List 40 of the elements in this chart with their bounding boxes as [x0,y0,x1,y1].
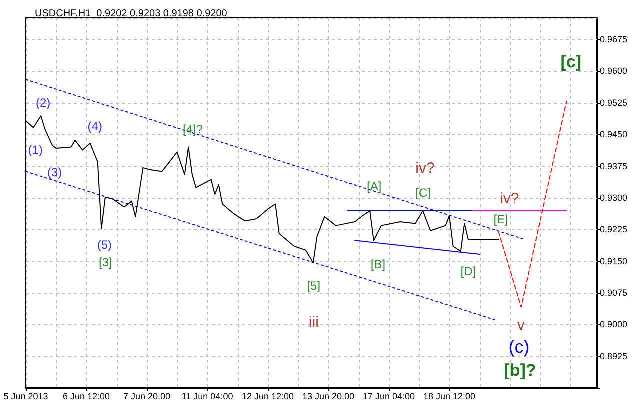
annotation: iv? [416,160,435,178]
y-tick-label: 0.9375 [600,161,628,172]
x-tick-label: 7 Jun 20:00 [123,392,171,402]
annotation: (1) [28,143,43,158]
x-tick-label: 6 Jun 12:00 [62,392,110,402]
x-tick-label: 18 Jun 12:00 [424,392,476,402]
annotation: (5) [97,238,112,252]
annotation: (c) [508,336,530,357]
chart-title: USDCHF,H1 0.9202 0.9203 0.9198 0.9200 [35,8,228,20]
x-tick-label: 11 Jun 04:00 [182,392,234,402]
annotation: (3) [47,166,62,180]
annotation: [c] [560,52,582,72]
annotation: iii [308,314,319,331]
annotation: iv? [500,190,520,208]
annotation: [B] [370,258,386,272]
y-tick-label: 0.9000 [600,320,628,330]
y-tick-label: 0.9675 [600,34,628,45]
x-tick-label: 17 Jun 04:00 [362,392,416,402]
annotation: [D] [460,264,476,279]
annotation: [A] [367,179,382,194]
y-tick-label: 0.9150 [600,256,628,266]
x-tick-label: 12 Jun 12:00 [242,392,294,402]
annotation: [E] [494,212,508,227]
annotation: [C] [416,186,431,200]
y-tick-label: 0.9075 [600,288,628,298]
annotation: [5] [307,279,321,294]
y-tick-label: 0.9600 [600,66,628,76]
y-tick-label: 0.9300 [600,192,628,203]
annotation: [4]? [182,122,204,137]
annotation: [b]? [504,360,536,380]
annotation: (2) [36,96,51,110]
annotation: v [517,316,526,334]
y-tick-label: 0.9450 [600,130,628,140]
y-tick-label: 0.8925 [600,351,628,362]
annotation: (4) [88,120,102,134]
y-tick-label: 0.9525 [600,98,628,108]
y-tick-label: 0.9225 [600,224,628,235]
x-tick-label: 13 Jun 20:00 [302,392,355,402]
x-tick-label: 5 Jun 2013 [4,392,48,402]
annotation: [3] [98,256,112,270]
